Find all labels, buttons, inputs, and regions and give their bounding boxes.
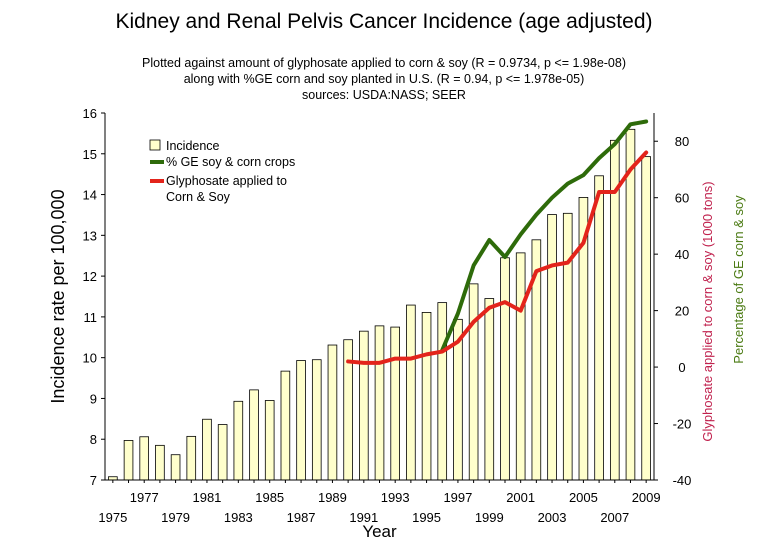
right-tick-label--40: -40 bbox=[673, 473, 692, 488]
bar-incidence-1984 bbox=[249, 389, 259, 481]
x-axis-label: Year bbox=[362, 522, 397, 541]
bar-incidence-2003 bbox=[547, 214, 557, 481]
bar-incidence-1991 bbox=[359, 330, 369, 481]
x-tick-label-2005: 2005 bbox=[569, 490, 598, 505]
line-ge-crops bbox=[440, 119, 649, 353]
bar-incidence-1987 bbox=[296, 360, 306, 481]
left-tick-label-12: 12 bbox=[83, 269, 97, 284]
x-tick-label-2001: 2001 bbox=[506, 490, 535, 505]
x-tick-label-1975: 1975 bbox=[98, 510, 127, 525]
right-axis-label-ge: Percentage of GE corn & soy bbox=[731, 195, 746, 364]
bar-incidence-2009 bbox=[641, 156, 651, 481]
x-tick-label-1997: 1997 bbox=[443, 490, 472, 505]
bar-incidence-1995 bbox=[421, 312, 432, 481]
x-tick-label-1981: 1981 bbox=[192, 490, 221, 505]
legend-label-glyphosate-line-2: Corn & Soy bbox=[166, 190, 231, 204]
legend-label-glyphosate-line-1: Glyphosate applied to bbox=[166, 174, 287, 188]
left-tick-label-10: 10 bbox=[83, 351, 97, 366]
left-tick-label-15: 15 bbox=[83, 147, 97, 162]
bar-incidence-1977 bbox=[139, 436, 150, 481]
x-tick-label-1993: 1993 bbox=[381, 490, 410, 505]
left-tick-label-9: 9 bbox=[90, 391, 97, 406]
bar-incidence-1981 bbox=[202, 418, 212, 481]
bar-incidence-1983 bbox=[233, 400, 244, 481]
x-tick-label-1977: 1977 bbox=[130, 490, 159, 505]
bar-incidence-1998 bbox=[468, 283, 479, 481]
x-tick-label-1989: 1989 bbox=[318, 490, 347, 505]
left-tick-label-13: 13 bbox=[83, 228, 97, 243]
bar-incidence-1986 bbox=[280, 370, 291, 481]
left-tick-label-7: 7 bbox=[90, 473, 97, 488]
left-tick-label-16: 16 bbox=[83, 106, 97, 121]
x-tick-label-1983: 1983 bbox=[224, 510, 253, 525]
x-tick-label-1991: 1991 bbox=[349, 510, 378, 525]
bar-incidence-1999 bbox=[484, 298, 495, 481]
right-axis-label-glyphosate: Glyphosate applied to corn & soy (1000 t… bbox=[700, 181, 715, 441]
bar-incidence-1988 bbox=[311, 359, 322, 481]
chart-title: Kidney and Renal Pelvis Cancer Incidence… bbox=[115, 10, 653, 33]
x-tick-label-1987: 1987 bbox=[287, 510, 316, 525]
bar-incidence-1982 bbox=[217, 424, 228, 481]
chart-subtitle-line-2: along with %GE corn and soy planted in U… bbox=[183, 72, 585, 86]
bar-incidence-1980 bbox=[186, 435, 197, 481]
left-tick-label-11: 11 bbox=[84, 310, 98, 325]
legend-label-incidence: Incidence bbox=[166, 139, 220, 153]
bar-incidence-2000 bbox=[500, 257, 510, 481]
bar-incidence-1985 bbox=[264, 400, 275, 481]
bar-incidence-2001 bbox=[515, 252, 526, 481]
bar-incidence-1976 bbox=[123, 440, 134, 481]
left-tick-label-14: 14 bbox=[83, 188, 97, 203]
bar-incidence-1979 bbox=[170, 454, 181, 481]
bar-incidence-1992 bbox=[374, 325, 385, 481]
bar-incidence-1989 bbox=[327, 344, 338, 481]
x-tick-label-2003: 2003 bbox=[538, 510, 567, 525]
bar-incidence-1993 bbox=[390, 326, 400, 481]
x-tick-label-1999: 1999 bbox=[475, 510, 504, 525]
x-tick-label-1985: 1985 bbox=[255, 490, 284, 505]
right-tick-label-20: 20 bbox=[675, 304, 689, 319]
bar-incidence-1978 bbox=[155, 444, 165, 481]
bar-incidence-2004 bbox=[562, 212, 573, 481]
x-tick-label-1995: 1995 bbox=[412, 510, 441, 525]
bar-incidence-1994 bbox=[406, 304, 416, 481]
bar-incidence-2006 bbox=[594, 175, 604, 481]
y-axis-label: Incidence rate per 100,000 bbox=[48, 189, 68, 403]
x-tick-label-2007: 2007 bbox=[600, 510, 629, 525]
right-tick-label-60: 60 bbox=[675, 191, 689, 206]
left-tick-label-8: 8 bbox=[90, 432, 97, 447]
chart-subtitle-line-1: Plotted against amount of glyphosate app… bbox=[142, 56, 626, 70]
bar-incidence-2008 bbox=[625, 128, 636, 481]
chart-subtitle-line-3: sources: USDA:NASS; SEER bbox=[302, 88, 466, 102]
x-tick-label-2009: 2009 bbox=[632, 490, 661, 505]
line-glyphosate bbox=[346, 150, 649, 365]
right-tick-label--20: -20 bbox=[673, 417, 692, 432]
right-tick-label-40: 40 bbox=[675, 247, 689, 262]
legend-label-ge: % GE soy & corn crops bbox=[166, 155, 295, 169]
x-tick-label-1979: 1979 bbox=[161, 510, 190, 525]
right-tick-label-80: 80 bbox=[675, 134, 689, 149]
bar-incidence-1996 bbox=[437, 302, 448, 481]
right-tick-label-0: 0 bbox=[678, 360, 685, 375]
legend-swatch-incidence bbox=[149, 139, 161, 151]
